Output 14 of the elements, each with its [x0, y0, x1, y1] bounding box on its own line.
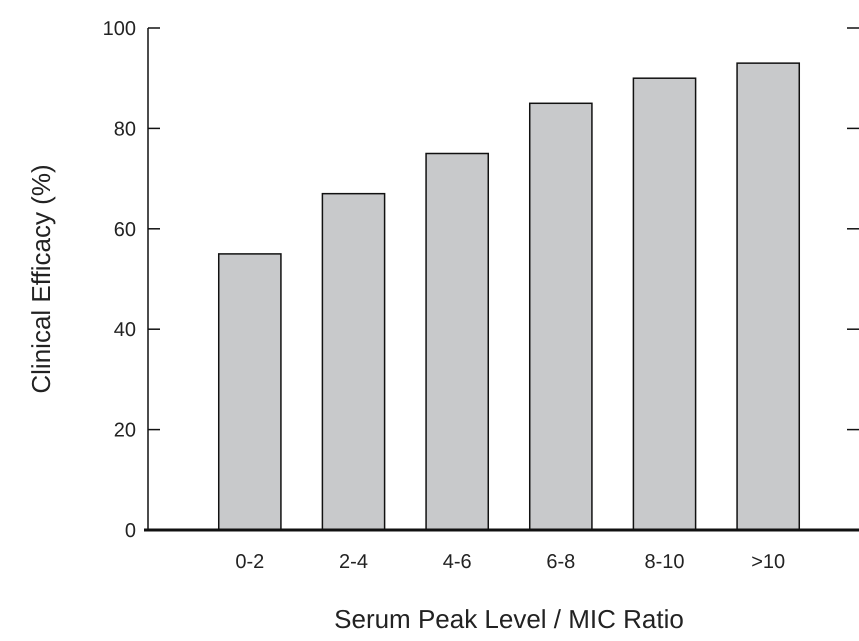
x-tick-label: >10 — [751, 551, 786, 573]
y-axis-title: Clinical Efficacy (%) — [26, 164, 56, 394]
x-tick-label: 8-10 — [644, 551, 685, 573]
y-tick-label: 60 — [114, 218, 136, 241]
x-axis-title: Serum Peak Level / MIC Ratio — [334, 604, 684, 634]
x-tick-label: 0-2 — [235, 551, 264, 573]
x-tick-label: 6-8 — [546, 551, 576, 573]
y-tick-label: 80 — [114, 118, 136, 140]
y-tick-label: 40 — [114, 319, 136, 342]
x-tick-label: 2-4 — [339, 551, 368, 573]
y-tick-label: 0 — [124, 520, 136, 542]
y-tick-label: 20 — [114, 420, 136, 442]
x-tick-label: 4-6 — [442, 551, 472, 573]
y-tick-label: 100 — [102, 18, 136, 40]
